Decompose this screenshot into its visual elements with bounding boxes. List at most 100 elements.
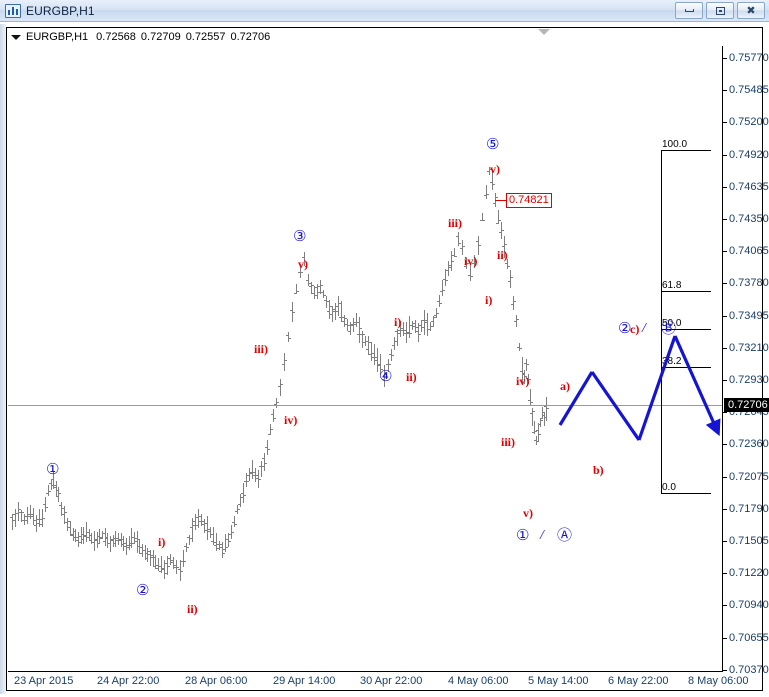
price-bar <box>53 470 54 489</box>
price-bar-open-tick <box>366 349 368 350</box>
price-bar-open-tick <box>127 545 129 546</box>
price-bar-open-tick <box>540 418 542 419</box>
price-bar-open-tick <box>468 275 470 276</box>
price-bar <box>394 336 395 350</box>
price-bar <box>317 284 318 299</box>
price-bar <box>123 536 124 551</box>
price-bar <box>240 494 241 508</box>
price-bar-close-tick <box>208 531 210 532</box>
price-bar-open-tick <box>452 255 454 256</box>
price-bar <box>513 295 514 310</box>
restore-button[interactable] <box>706 2 734 19</box>
dropdown-arrow-icon[interactable] <box>11 34 21 40</box>
price-bar <box>81 527 82 544</box>
price-bar <box>532 408 533 426</box>
price-bar <box>48 485 49 497</box>
price-axis-label: 0.72075 <box>729 470 769 483</box>
price-bar-open-tick <box>181 561 183 562</box>
price-bar <box>176 560 177 575</box>
price-bar-close-tick <box>318 292 320 293</box>
price-bar-open-tick <box>178 569 180 570</box>
price-bar-close-tick <box>419 334 421 335</box>
price-bar-close-tick <box>404 333 406 334</box>
price-bar-open-tick <box>544 406 546 407</box>
price-bar <box>150 550 151 566</box>
price-bar <box>335 303 336 320</box>
price-bar <box>311 282 312 295</box>
price-bar-close-tick <box>517 319 519 320</box>
price-bar-close-tick <box>401 330 403 331</box>
price-bar-open-tick <box>422 320 424 321</box>
ohlc-high: 0.72709 <box>140 31 181 43</box>
price-bar-open-tick <box>241 493 243 494</box>
price-bar-open-tick <box>536 430 538 431</box>
price-bar <box>542 407 543 419</box>
price-bar <box>270 424 271 435</box>
price-bar <box>261 460 262 477</box>
price-bar-open-tick <box>92 542 94 543</box>
price-bar-close-tick <box>116 538 118 539</box>
time-axis-label: 23 Apr 2015 <box>14 675 74 687</box>
sub-wave-iv-b: iv) <box>464 254 478 268</box>
price-bar-close-tick <box>398 333 400 334</box>
sub-wave-i-b: i) <box>394 315 402 329</box>
price-bar <box>173 556 174 570</box>
forecast-leg-bc <box>637 335 677 441</box>
price-bar-close-tick <box>281 384 283 385</box>
price-bar-close-tick <box>40 524 42 525</box>
price-bar <box>415 320 416 334</box>
price-bar-close-tick <box>520 348 522 349</box>
price-bar <box>403 322 404 336</box>
time-scale[interactable]: 23 Apr 2015 24 Apr 22:00 28 Apr 06:00 29 Ap… <box>8 673 763 691</box>
close-button[interactable]: ✖ <box>737 2 765 19</box>
price-bar-open-tick <box>238 504 240 505</box>
price-axis-label: 0.74065 <box>729 245 769 258</box>
sub-wave-iii-c: iii) <box>501 435 515 449</box>
chart-plot-area[interactable]: 100.0 61.8 50.0 38.2 0.0 ① ② ③ ④ ⑤ ① ② Ⓐ Ⓑ / / i) ii) iii… <box>8 46 722 671</box>
price-bar <box>288 332 289 342</box>
price-bar <box>75 529 76 542</box>
price-bar-open-tick <box>401 328 403 329</box>
price-tag[interactable]: 0.74821 <box>506 193 552 208</box>
price-bar <box>110 535 111 553</box>
fibonacci-level-label: 50.0 <box>662 318 682 329</box>
minimize-button[interactable] <box>675 2 703 19</box>
price-bar-close-tick <box>71 534 73 535</box>
price-bar-open-tick <box>37 519 39 520</box>
price-axis-label: 0.70940 <box>729 599 769 612</box>
price-bar <box>427 313 428 336</box>
price-axis-label: 0.71505 <box>729 535 769 547</box>
price-scale[interactable]: 0.75770 0.75485 0.75200 0.74920 0.74635 0.743… <box>723 46 769 676</box>
price-bar-close-tick <box>525 376 527 377</box>
price-bar-open-tick <box>87 537 89 538</box>
price-tick <box>723 186 727 188</box>
price-bar-close-tick <box>537 441 539 442</box>
price-tick <box>723 154 727 156</box>
price-bar-open-tick <box>524 363 526 364</box>
price-bar-close-tick <box>196 525 198 526</box>
price-bar <box>374 344 375 366</box>
price-bar <box>400 320 401 337</box>
price-bar-open-tick <box>278 386 280 387</box>
price-bar-open-tick <box>348 331 350 332</box>
price-bar <box>470 262 471 281</box>
price-bar-close-tick <box>463 246 465 247</box>
price-bar <box>501 221 502 239</box>
price-bar <box>94 531 95 551</box>
price-bar-open-tick <box>235 511 237 512</box>
price-bar-open-tick <box>333 311 335 312</box>
fibonacci-level-line <box>661 150 711 151</box>
price-bar-open-tick <box>460 248 462 249</box>
price-bar-close-tick <box>184 561 186 562</box>
price-bar-close-tick <box>13 520 15 521</box>
price-bar-open-tick <box>386 364 388 365</box>
collapse-triangle-icon[interactable] <box>538 29 550 35</box>
price-bar-open-tick <box>208 529 210 530</box>
price-bar <box>237 504 238 515</box>
price-bar-close-tick <box>422 327 424 328</box>
price-tick <box>723 58 727 59</box>
sub-wave-iv-c: iv) <box>516 374 530 388</box>
price-bar <box>134 532 135 545</box>
price-bar-open-tick <box>247 475 249 476</box>
